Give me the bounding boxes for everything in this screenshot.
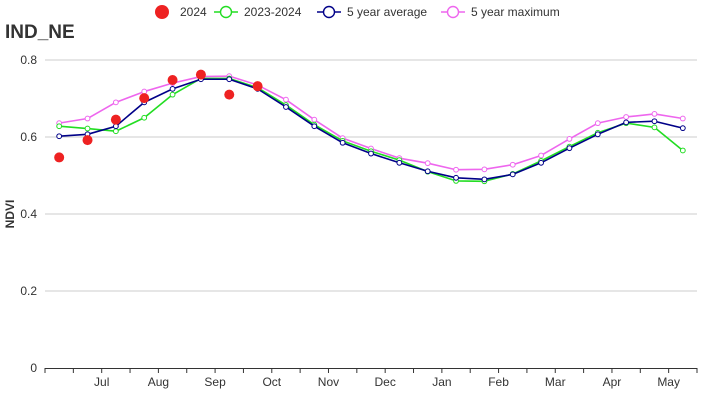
legend-item-5-year-maximum[interactable]: 5 year maximum <box>441 5 560 19</box>
data-point-2024[interactable] <box>54 152 65 163</box>
series-line-2023-2024 <box>59 77 684 183</box>
data-point-5-year-maximum[interactable] <box>594 120 601 127</box>
data-point-5-year-average[interactable] <box>424 168 431 175</box>
data-point-2023-2024[interactable] <box>56 123 63 130</box>
x-tick-label-may: May <box>657 375 680 389</box>
data-point-2024[interactable] <box>139 93 150 104</box>
data-point-5-year-average[interactable] <box>594 131 601 138</box>
series-group <box>54 69 686 185</box>
data-point-2023-2024[interactable] <box>84 125 91 132</box>
series-5-year-average <box>56 76 686 183</box>
data-point-5-year-average[interactable] <box>396 159 403 166</box>
y-tick-label: 0.4 <box>20 207 37 221</box>
legend-item-2024[interactable]: 2024 <box>155 5 207 19</box>
data-point-2024[interactable] <box>82 135 93 146</box>
data-point-5-year-maximum[interactable] <box>112 99 119 106</box>
y-axis-title: NDVI <box>3 200 17 229</box>
x-tick-label-apr: Apr <box>603 375 622 389</box>
data-point-5-year-maximum[interactable] <box>651 111 658 117</box>
x-tick-label-oct: Oct <box>262 375 281 389</box>
y-tick-label: 0 <box>30 361 37 375</box>
legend-label-5-year-average: 5 year average <box>347 5 427 19</box>
data-point-5-year-average[interactable] <box>481 176 488 183</box>
chart-title: IND_NE <box>5 22 75 43</box>
data-point-5-year-average[interactable] <box>509 171 516 178</box>
data-point-5-year-average[interactable] <box>311 123 318 130</box>
x-axis: Jul Aug Sep Oct Nov Dec Jan Feb Mar Apr May <box>44 368 698 389</box>
y-tick-label: 0.6 <box>20 130 37 144</box>
legend-label-2024: 2024 <box>180 5 207 19</box>
series-2024 <box>54 69 263 163</box>
data-point-5-year-maximum[interactable] <box>538 152 544 159</box>
legend-item-5-year-average[interactable]: 5 year average <box>317 5 427 19</box>
data-point-5-year-maximum[interactable] <box>424 160 431 167</box>
data-point-5-year-average[interactable] <box>538 159 544 166</box>
data-point-5-year-average[interactable] <box>339 139 346 146</box>
data-point-5-year-average[interactable] <box>679 125 686 132</box>
data-point-2024[interactable] <box>167 75 178 86</box>
data-point-2023-2024[interactable] <box>141 114 148 121</box>
data-point-5-year-maximum[interactable] <box>509 161 516 168</box>
series-5-year-maximum <box>56 73 686 173</box>
data-point-5-year-average[interactable] <box>368 150 374 157</box>
legend-item-2023-2024[interactable]: 2023-2024 <box>214 5 302 19</box>
series-line-5-year-average <box>59 78 684 181</box>
data-point-5-year-maximum[interactable] <box>84 115 91 122</box>
data-point-5-year-average[interactable] <box>623 119 630 126</box>
data-point-2023-2024[interactable] <box>112 128 119 135</box>
x-tick-label-nov: Nov <box>318 375 339 389</box>
x-tick-label-mar: Mar <box>545 375 566 389</box>
y-axis: 0 0.2 0.4 0.6 0.8 <box>20 53 37 375</box>
data-point-2023-2024[interactable] <box>679 147 686 154</box>
legend-label-2023-2024: 2023-2024 <box>244 5 302 19</box>
data-point-2024[interactable] <box>195 69 206 80</box>
data-point-2024[interactable] <box>252 81 263 92</box>
data-point-5-year-average[interactable] <box>651 118 658 125</box>
legend-marker-5-year-maximum <box>446 5 460 19</box>
data-point-5-year-maximum[interactable] <box>283 96 289 103</box>
data-point-2024[interactable] <box>110 114 121 125</box>
data-point-5-year-maximum[interactable] <box>453 166 459 173</box>
data-point-5-year-average[interactable] <box>56 133 63 140</box>
x-tick-label-jan: Jan <box>432 375 451 389</box>
data-point-5-year-maximum[interactable] <box>566 136 573 142</box>
data-point-5-year-average[interactable] <box>283 104 289 110</box>
legend-marker-5-year-average <box>322 5 336 19</box>
series-2023-2024 <box>56 75 686 185</box>
data-point-5-year-average[interactable] <box>169 85 176 92</box>
legend-marker-2024 <box>155 5 169 19</box>
data-point-2023-2024[interactable] <box>169 91 176 98</box>
x-tick-label-jul: Jul <box>94 375 109 389</box>
data-point-5-year-maximum[interactable] <box>679 115 686 122</box>
data-point-2023-2024[interactable] <box>651 124 658 131</box>
data-point-2024[interactable] <box>224 89 235 100</box>
legend-marker-2023-2024 <box>219 5 233 19</box>
legend[interactable]: 2024 2023-2024 5 year average 5 year maximu… <box>155 5 560 19</box>
data-point-5-year-maximum[interactable] <box>481 166 488 173</box>
data-point-5-year-average[interactable] <box>453 174 459 181</box>
data-point-5-year-maximum[interactable] <box>623 114 630 120</box>
x-tick-label-sep: Sep <box>204 375 226 389</box>
x-tick-label-aug: Aug <box>148 375 169 389</box>
x-tick-label-dec: Dec <box>375 375 396 389</box>
y-tick-label: 0.8 <box>20 53 37 67</box>
data-point-5-year-average[interactable] <box>566 145 573 152</box>
legend-label-5-year-maximum: 5 year maximum <box>471 5 560 19</box>
y-tick-label: 0.2 <box>20 284 37 298</box>
data-point-5-year-maximum[interactable] <box>311 116 318 123</box>
data-point-5-year-average[interactable] <box>226 76 233 83</box>
x-tick-label-feb: Feb <box>488 375 509 389</box>
